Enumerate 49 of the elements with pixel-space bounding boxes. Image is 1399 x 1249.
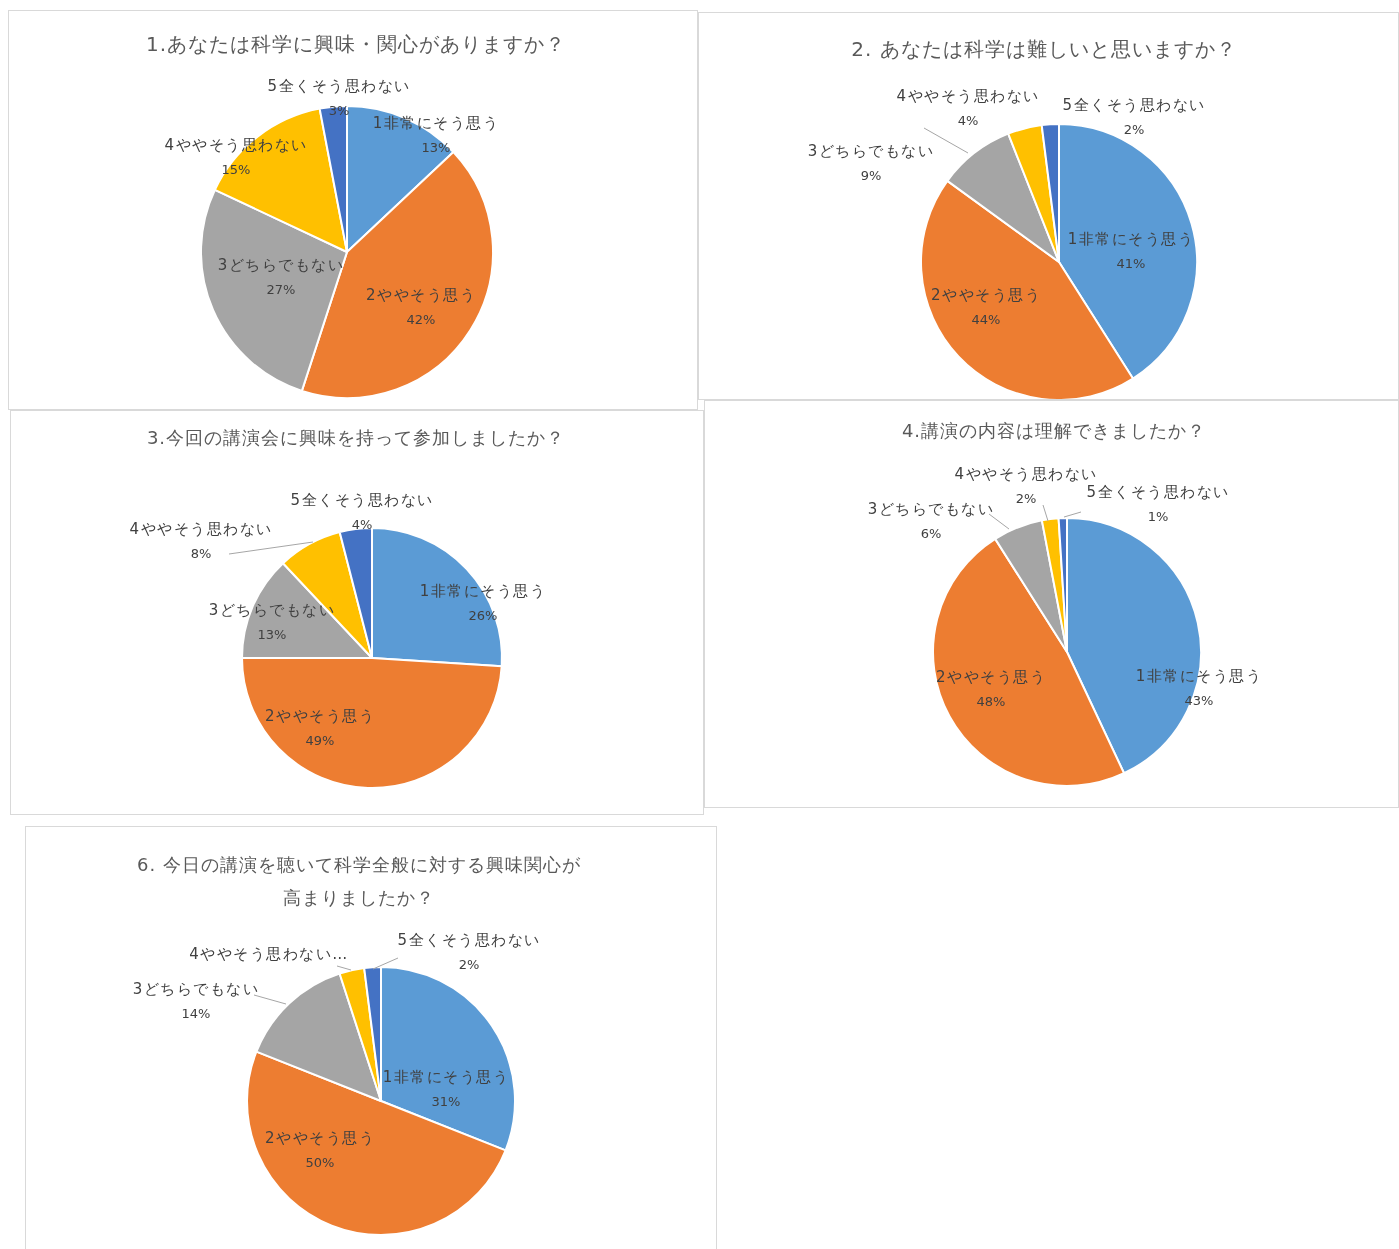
slice-label: 1非常にそう思う xyxy=(372,114,500,132)
slice-label: 3どちらでもない xyxy=(208,601,336,619)
data-label: 8% xyxy=(190,545,212,561)
data-label: 27% xyxy=(266,281,296,297)
data-label: 2% xyxy=(1123,121,1145,137)
data-label: 50% xyxy=(305,1154,335,1170)
slice-label: 2ややそう思う xyxy=(930,286,1042,304)
slice-label: 3どちらでもない xyxy=(217,256,345,274)
data-label: 1% xyxy=(1147,508,1169,524)
chart-title: 1.あなたは科学に興味・関心がありますか？ xyxy=(144,31,568,58)
data-label: 2% xyxy=(1015,490,1037,506)
data-label: 4% xyxy=(957,112,979,128)
slice-label: 4ややそう思わない… xyxy=(189,945,349,963)
data-label: 13% xyxy=(257,626,287,642)
data-label: 14% xyxy=(181,1005,211,1021)
slice-label: 5全くそう思わない xyxy=(1062,96,1206,114)
data-label: 41% xyxy=(1116,255,1146,271)
data-label: 31% xyxy=(431,1093,461,1109)
chart-title: 3.今回の講演会に興味を持って参加しましたか？ xyxy=(145,426,567,450)
data-label: 2% xyxy=(458,956,480,972)
data-label: 49% xyxy=(305,732,335,748)
slice-label: 5全くそう思わない xyxy=(290,491,434,509)
slice-label: 4ややそう思わない xyxy=(129,520,273,538)
data-label: 9% xyxy=(860,167,882,183)
chart-title: 2. あなたは科学は難しいと思いますか？ xyxy=(850,36,1238,63)
slice-label: 3どちらでもない xyxy=(807,142,935,160)
slice-label: 5全くそう思わない xyxy=(397,931,541,949)
chart-title: 6. 今日の講演を聴いて科学全般に対する興味関心が高まりましたか？ xyxy=(136,852,582,910)
data-label: 13% xyxy=(421,139,451,155)
slice-label: 3どちらでもない xyxy=(132,980,260,998)
slice-label: 4ややそう思わない xyxy=(954,465,1098,483)
slice-label: 5全くそう思わない xyxy=(1086,483,1230,501)
slice-label: 2ややそう思う xyxy=(264,1129,376,1147)
chart-title: 4.講演の内容は理解できましたか？ xyxy=(900,419,1208,443)
data-label: 6% xyxy=(920,525,942,541)
slice-label: 1非常にそう思う xyxy=(1067,230,1195,248)
data-label: 42% xyxy=(406,311,436,327)
slice-label: 2ややそう思う xyxy=(935,668,1047,686)
slice-label: 1非常にそう思う xyxy=(1135,667,1263,685)
slice-label: 2ややそう思う xyxy=(365,286,477,304)
data-label: 48% xyxy=(976,693,1006,709)
data-label: 44% xyxy=(971,311,1001,327)
slice-label: 2ややそう思う xyxy=(264,707,376,725)
slice-label: 3どちらでもない xyxy=(867,500,995,518)
slice-label: 4ややそう思わない xyxy=(896,87,1040,105)
slice-label: 1非常にそう思う xyxy=(419,582,547,600)
data-label: 4% xyxy=(351,516,373,532)
slice-label: 5全くそう思わない xyxy=(267,77,411,95)
slice-label: 1非常にそう思う xyxy=(382,1068,510,1086)
